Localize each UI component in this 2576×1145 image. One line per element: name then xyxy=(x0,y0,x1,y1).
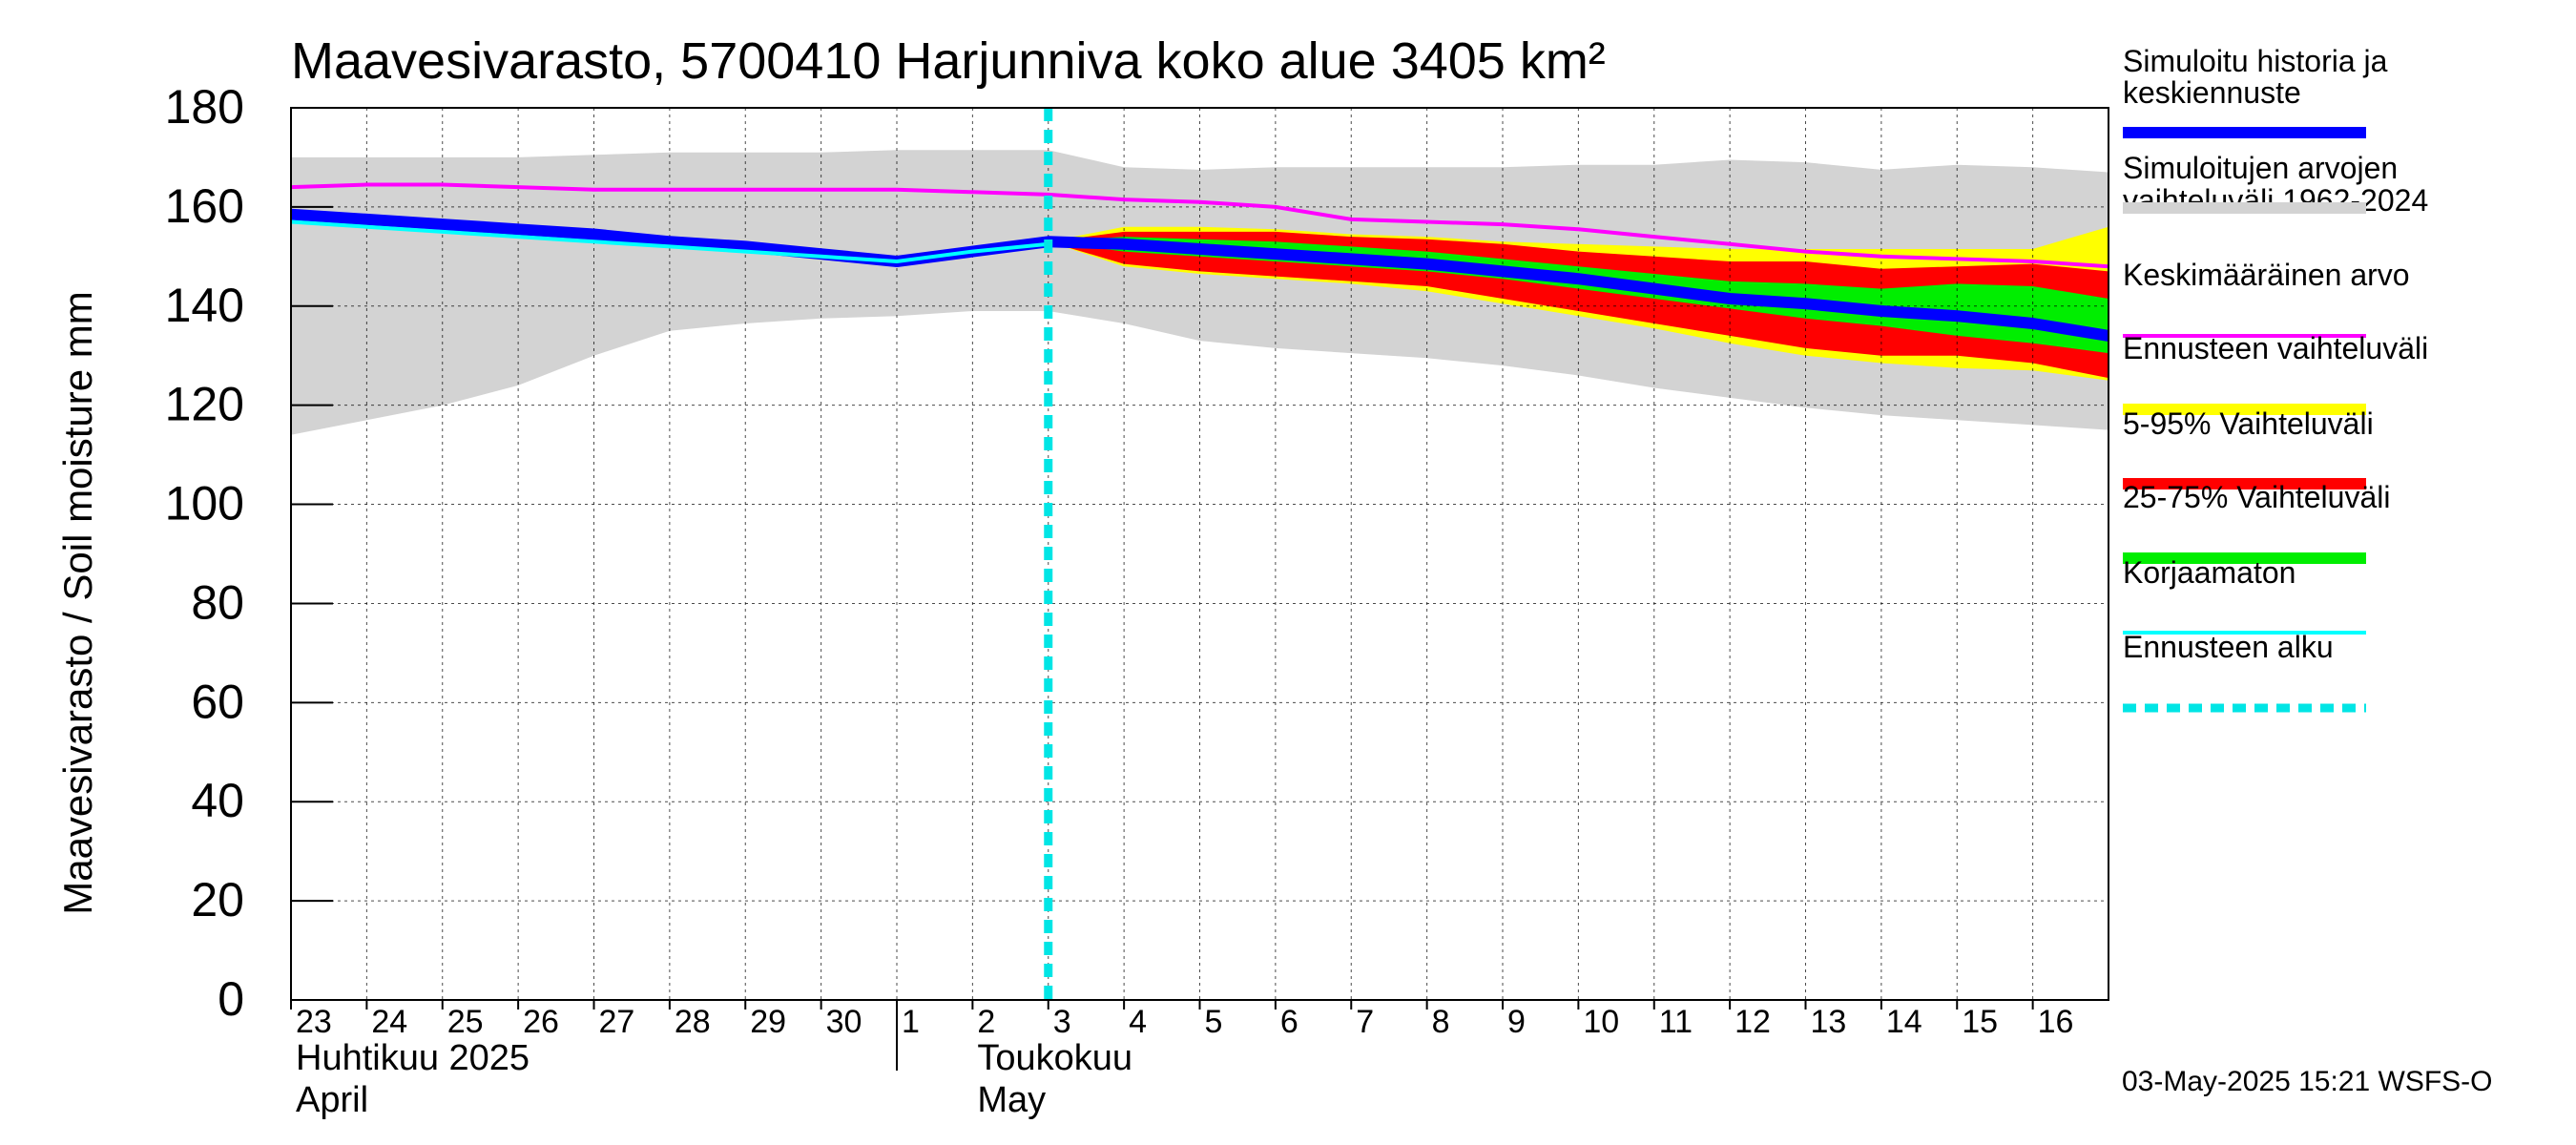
x-tick-label: 23 xyxy=(296,1004,332,1040)
simulated-line xyxy=(290,208,2109,342)
legend-item-uncorrected: Korjaamaton xyxy=(2123,555,2366,635)
legend-label: Keskimääräinen arvo xyxy=(2123,258,2410,292)
legend-label: 5-95% Vaihteluväli xyxy=(2123,406,2374,441)
lines-layer xyxy=(290,108,2109,1000)
x-tick-label: 2 xyxy=(977,1004,995,1040)
legend-item-mean: Keskimääräinen arvo xyxy=(2123,258,2410,338)
legend-label: Ennusteen vaihteluväli xyxy=(2123,331,2428,365)
x-tick-label: 13 xyxy=(1811,1004,1847,1040)
x-tick-label: 11 xyxy=(1659,1004,1693,1040)
x-tick-label: 5 xyxy=(1205,1004,1223,1040)
x-tick-label: 25 xyxy=(447,1004,484,1040)
x-tick-label: 6 xyxy=(1280,1004,1298,1040)
x-tick-label: 12 xyxy=(1735,1004,1771,1040)
x-tick-label: 3 xyxy=(1053,1004,1071,1040)
uncorrected-line xyxy=(290,219,1049,264)
legend-item-fc-range: Ennusteen vaihteluväli xyxy=(2123,331,2428,415)
x-tick-label: 14 xyxy=(1886,1004,1922,1040)
y-tick-label: 40 xyxy=(191,774,244,827)
x-tick-label: 10 xyxy=(1583,1004,1619,1040)
legend-label: 25-75% Vaihteluväli xyxy=(2123,480,2390,514)
p5-95-band xyxy=(1048,231,2109,379)
x-tick-label: 24 xyxy=(371,1004,407,1040)
month-label-english: May xyxy=(977,1080,1046,1120)
grid-layer xyxy=(291,108,2109,1000)
y-tick-label: 120 xyxy=(165,378,244,431)
legend-item-fc-start: Ennusteen alku xyxy=(2123,630,2366,713)
legend-label: Ennusteen alku xyxy=(2123,630,2334,664)
x-tick-label: 27 xyxy=(599,1004,635,1040)
y-tick-label: 0 xyxy=(218,972,244,1026)
y-tick-label: 80 xyxy=(191,575,244,629)
y-tick-label: 180 xyxy=(165,80,244,134)
x-tick-label: 9 xyxy=(1507,1004,1526,1040)
legend-label: Korjaamaton xyxy=(2123,555,2296,590)
y-axis-label: Maavesivarasto / Soil moisture mm xyxy=(55,291,100,915)
x-tick-label: 16 xyxy=(2038,1004,2074,1040)
mean-line xyxy=(290,182,2109,269)
x-tick-label: 8 xyxy=(1432,1004,1450,1040)
legend: Simuloitu historia jakeskiennusteSimuloi… xyxy=(2123,44,2428,713)
y-tick-label: 20 xyxy=(191,873,244,926)
legend-label: keskiennuste xyxy=(2123,75,2301,110)
legend-item-p25-75: 25-75% Vaihteluväli xyxy=(2123,480,2390,564)
legend-item-p5-95: 5-95% Vaihteluväli xyxy=(2123,406,2374,489)
month-label: Toukokuu xyxy=(977,1038,1132,1078)
x-tick-label: 1 xyxy=(902,1004,920,1040)
month-label-english: April xyxy=(296,1080,368,1120)
x-tick-label: 7 xyxy=(1356,1004,1374,1040)
x-tick-label: 26 xyxy=(523,1004,559,1040)
month-label: Huhtikuu 2025 xyxy=(296,1038,530,1078)
legend-label: Simuloitu historia ja xyxy=(2123,44,2388,78)
y-tick-label: 160 xyxy=(165,179,244,233)
x-tick-label: 29 xyxy=(750,1004,786,1040)
x-tick-label: 28 xyxy=(675,1004,711,1040)
footer-timestamp: 03-May-2025 15:21 WSFS-O xyxy=(2122,1066,2493,1097)
y-tick-label: 140 xyxy=(165,279,244,332)
x-tick-label: 4 xyxy=(1129,1004,1147,1040)
x-tick-label: 30 xyxy=(826,1004,862,1040)
y-tick-label: 100 xyxy=(165,477,244,531)
y-tick-label: 60 xyxy=(191,675,244,728)
legend-label: Simuloitujen arvojen xyxy=(2123,151,2398,185)
chart-title: Maavesivarasto, 5700410 Harjunniva koko … xyxy=(291,32,1606,90)
x-tick-label: 15 xyxy=(1962,1004,1998,1040)
